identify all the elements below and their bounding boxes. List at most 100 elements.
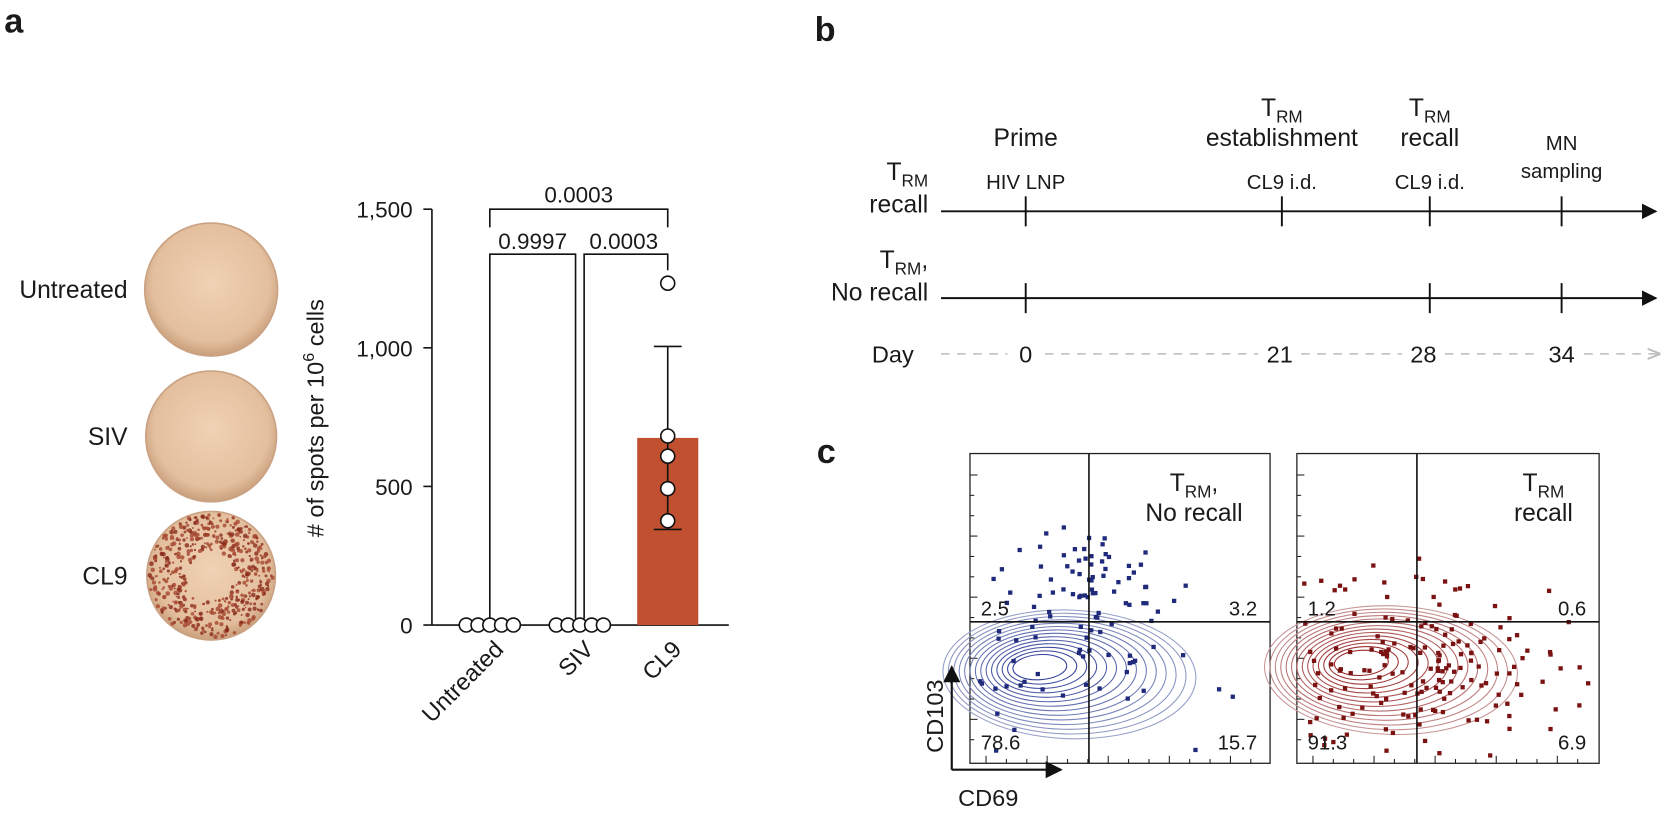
well-spot [195,518,199,522]
event-dot [1077,647,1083,652]
density-contour [996,643,1098,694]
density-contour [947,612,1187,735]
well-spot [154,554,158,557]
phase-label-sub: RM [1424,106,1451,126]
well-spot [183,530,187,534]
well-spot [245,570,248,574]
event-dot [1100,542,1105,547]
well-spot [264,581,269,586]
event-dot [1449,679,1454,684]
well-spot [185,521,188,524]
well-spot [230,538,236,544]
well-spot [211,534,216,538]
well-spot [231,515,236,520]
event-dot [1507,713,1512,719]
well-spot [230,603,235,607]
well-spot [243,525,246,528]
event-dot [1093,590,1098,596]
event-dot [1061,587,1066,592]
event-dot [1302,581,1307,586]
event-dot [1048,577,1054,582]
event-dot [1065,564,1070,569]
event-dot [1078,624,1083,630]
well-spot [194,610,196,613]
event-dot [1090,591,1095,596]
event-dot [1437,689,1442,694]
well-spot [206,533,210,537]
event-dot [1352,611,1357,616]
well-spot [219,519,223,523]
event-dot [1230,694,1235,699]
event-dot [1144,601,1149,606]
well-spot [190,612,195,616]
event-dot [1382,663,1387,668]
event-dot [1172,598,1177,604]
event-dot [1061,525,1066,530]
event-dot [1479,683,1484,688]
well-spot [247,591,252,595]
well-spot [155,544,159,549]
well-spot [226,517,229,521]
well-spot [182,577,186,580]
well-spot [189,545,192,548]
x-axis-label: CD69 [958,785,1018,811]
y-axis-label: CD103 [922,679,948,752]
phase-label-line2: sampling [1521,161,1602,183]
event-dot [1130,659,1136,665]
well-spot [229,619,232,622]
event-dot [1149,618,1154,624]
event-dot [1482,636,1487,641]
well-spot [159,551,164,557]
well-spot [169,573,172,576]
well-spot [256,608,260,611]
event-dot [1089,578,1094,583]
well-spot [251,615,256,620]
well-spot [235,558,240,563]
well-spot [266,569,269,572]
well-spot [200,523,204,527]
plot-frame [969,452,1271,764]
data-point [505,617,522,633]
quadrant-value: 0.6 [1558,598,1586,620]
well-spot [219,608,223,612]
well-spot [213,611,217,615]
event-dot [1098,629,1103,635]
well-spot [162,594,167,600]
event-dot [1126,563,1132,569]
quadrant-value: 91.3 [1308,732,1348,754]
well-spot [240,614,243,617]
event-dot [1420,679,1426,684]
event-dot [1456,639,1461,644]
well-spot [229,594,234,599]
event-dot [1017,547,1022,553]
row-label-suffix: , [921,247,928,274]
well-spot [225,616,230,620]
well-spot [154,575,157,578]
event-dot [1360,705,1365,710]
well-spot [155,590,160,596]
well-spot [236,608,241,613]
quadrant-value: 15.7 [1218,732,1258,754]
event-dot [1031,604,1037,610]
well-spot [229,590,234,595]
event-dot [1494,671,1500,676]
event-dot [1507,616,1512,621]
well-spot [259,554,262,557]
well-spot [150,567,155,573]
well-spot [202,629,205,632]
event-dot [1369,647,1374,652]
event-dot [1483,681,1489,686]
event-dot [993,686,998,691]
event-dot [1493,703,1499,708]
event-dot [1350,711,1355,716]
well-spot [173,529,178,534]
event-dot [1478,639,1483,645]
y-axis-label: # of spots per 106 cells [300,299,329,537]
well-spot [261,569,266,573]
event-dot [1097,686,1102,691]
event-dot [1072,547,1078,552]
well-spot [197,528,200,532]
event-dot [1466,718,1471,723]
quadrant-value: 78.6 [981,732,1021,754]
well-spot [162,533,167,539]
